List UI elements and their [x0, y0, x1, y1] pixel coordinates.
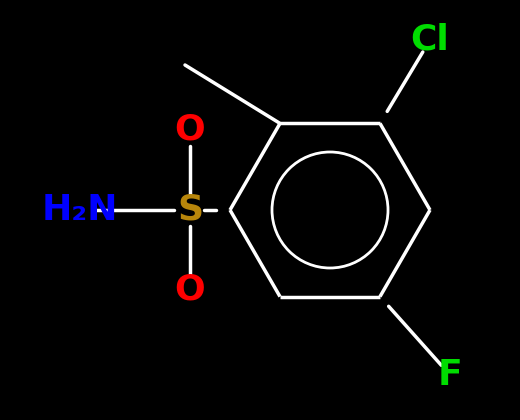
- Text: H₂N: H₂N: [42, 193, 118, 227]
- Text: F: F: [438, 358, 462, 392]
- Text: O: O: [175, 273, 205, 307]
- Text: Cl: Cl: [411, 23, 449, 57]
- Text: O: O: [175, 113, 205, 147]
- Text: S: S: [177, 193, 203, 227]
